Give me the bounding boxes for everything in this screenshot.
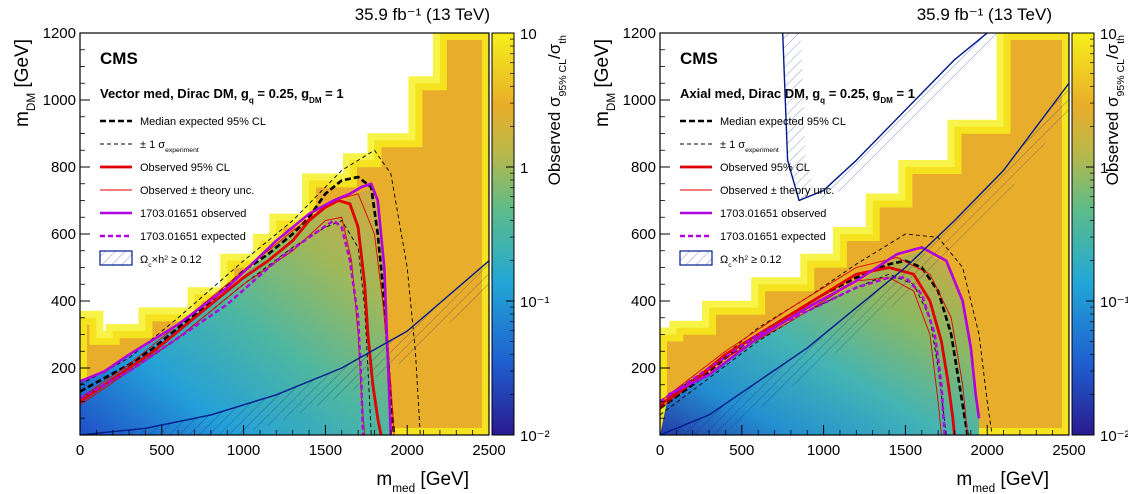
legend-label: 1703.01651 observed — [720, 208, 826, 220]
experiment-label: CMS — [680, 49, 718, 68]
y-tick-label: 1000 — [43, 92, 76, 109]
legend-label: 1703.01651 expected — [140, 231, 246, 243]
y-tick-label: 400 — [631, 293, 656, 310]
z-tick-label: 10⁻² — [520, 428, 550, 445]
x-tick-label: 2000 — [971, 442, 1004, 459]
legend-label: Median expected 95% CL — [720, 116, 846, 128]
x-axis-label: mmed [GeV] — [376, 469, 469, 494]
y-tick-label: 800 — [631, 159, 656, 176]
z-axis-label: Observed σ95% CL/σth — [545, 35, 569, 186]
colorbar — [1072, 33, 1094, 435]
lumi-label-left: 35.9 fb⁻¹ (13 TeV) — [355, 5, 490, 24]
x-tick-label: 2500 — [1052, 442, 1085, 459]
y-tick-label: 400 — [51, 293, 76, 310]
x-tick-label: 1500 — [309, 442, 342, 459]
legend-label: Observed 95% CL — [720, 162, 810, 174]
legend-label: Observed ± theory unc. — [720, 185, 834, 197]
x-tick-label: 0 — [656, 442, 664, 459]
z-tick-label: 10⁻¹ — [1100, 294, 1128, 311]
y-tick-label: 600 — [631, 226, 656, 243]
panel-vector: 0 500 1000 1500 2000 2500 200 400 600 800 1000 1200… — [12, 25, 569, 494]
legend-label: Observed 95% CL — [140, 162, 230, 174]
y-tick-label: 200 — [631, 360, 656, 377]
y-axis-label: mDM [GeV] — [592, 39, 618, 127]
x-tick-label: 2500 — [472, 442, 505, 459]
colorbar — [492, 33, 514, 435]
x-tick-label: 1000 — [807, 442, 840, 459]
experiment-label: CMS — [100, 49, 138, 68]
panel-axial: 0 500 1000 1500 2000 2500 200 400 600 800 1000 1200… — [592, 25, 1128, 494]
x-tick-label: 0 — [76, 442, 84, 459]
legend-swatch-relic — [680, 251, 712, 265]
z-tick-label: 10⁻² — [1100, 428, 1128, 445]
y-axis-label: mDM [GeV] — [12, 39, 38, 127]
x-tick-label: 1500 — [889, 442, 922, 459]
z-tick-label: 10 — [520, 26, 537, 43]
y-tick-label: 200 — [51, 360, 76, 377]
y-tick-label: 800 — [51, 159, 76, 176]
legend-label: Median expected 95% CL — [140, 116, 266, 128]
y-tick-label: 1200 — [43, 25, 76, 42]
y-tick-label: 1000 — [623, 92, 656, 109]
y-tick-label: 600 — [51, 226, 76, 243]
legend-label: Observed ± theory unc. — [140, 185, 254, 197]
z-axis-label: Observed σ95% CL/σth — [1103, 35, 1127, 186]
legend-label: 1703.01651 expected — [720, 231, 826, 243]
x-tick-label: 2000 — [391, 442, 424, 459]
x-tick-label: 1000 — [227, 442, 260, 459]
z-tick-label: 1 — [520, 160, 528, 177]
legend-label: 1703.01651 observed — [140, 208, 246, 220]
x-tick-label: 500 — [729, 442, 754, 459]
x-axis-label: mmed [GeV] — [956, 469, 1049, 494]
x-tick-label: 500 — [149, 442, 174, 459]
legend-swatch-relic — [100, 251, 132, 265]
z-tick-label: 10⁻¹ — [520, 294, 550, 311]
y-tick-label: 1200 — [623, 25, 656, 42]
lumi-label-right: 35.9 fb⁻¹ (13 TeV) — [917, 5, 1052, 24]
